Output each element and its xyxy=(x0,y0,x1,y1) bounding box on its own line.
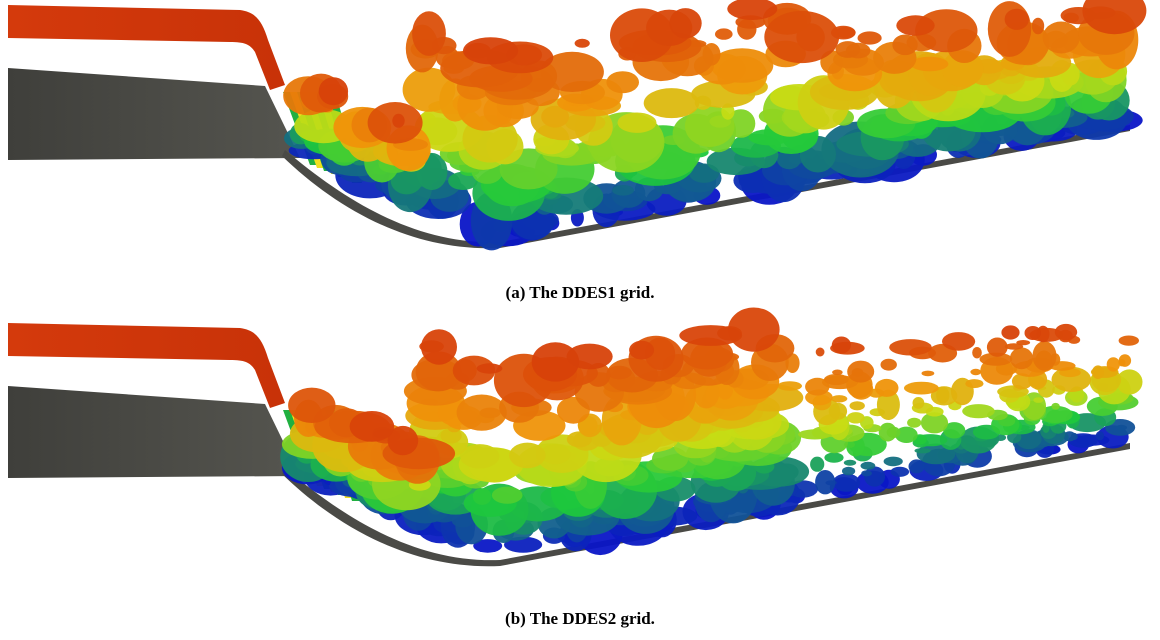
vortex-blob xyxy=(972,347,982,358)
vortex-blob xyxy=(1005,9,1029,30)
vortex-blob xyxy=(824,374,849,385)
vortex-blob xyxy=(1025,326,1042,340)
vortex-blob xyxy=(884,457,903,467)
vortex-blob xyxy=(832,370,843,376)
vortex-blob xyxy=(915,448,931,453)
figure: (a) The DDES1 grid. (b) The DDES2 grid. xyxy=(0,0,1160,640)
vortex-blob xyxy=(575,39,590,48)
vortex-blob xyxy=(492,487,523,504)
vortex-blob xyxy=(922,371,935,377)
vortex-blob xyxy=(1055,324,1077,340)
vortex-blob xyxy=(909,459,925,473)
vortex-blob xyxy=(879,423,897,442)
vortex-blob xyxy=(988,1,1031,57)
vortex-blob xyxy=(831,395,847,402)
vortex-blob xyxy=(881,359,897,371)
vortex-blob xyxy=(831,26,856,40)
vortex-blob xyxy=(842,467,855,476)
vortex-blob xyxy=(473,488,492,505)
vortex-blob xyxy=(1033,397,1043,403)
vortex-blob xyxy=(509,443,545,469)
vortex-blob xyxy=(715,28,733,39)
vortex-blob xyxy=(1010,347,1033,369)
vortex-blob xyxy=(850,401,865,410)
vortex-blob xyxy=(532,342,579,381)
caption: (b) The DDES2 grid. xyxy=(505,609,655,628)
vortex-blob xyxy=(810,457,824,472)
vortex-blob xyxy=(1032,18,1044,35)
vortex-blob xyxy=(669,8,701,38)
vortex-blob xyxy=(612,185,634,196)
vortex-blob xyxy=(861,470,872,476)
vortex-blob xyxy=(606,71,639,93)
vortex-blob xyxy=(1107,357,1120,371)
caption: (a) The DDES1 grid. xyxy=(506,283,655,302)
vortex-blob xyxy=(392,114,404,128)
vortex-blob xyxy=(889,339,932,355)
vortex-blob xyxy=(1119,354,1131,367)
vortex-blob xyxy=(904,382,939,395)
vortex-blob xyxy=(1092,365,1104,379)
vortex-blob xyxy=(965,379,983,388)
vortex-blob xyxy=(861,462,876,470)
vortex-blob xyxy=(618,113,657,133)
vortex-blob xyxy=(836,41,861,58)
vortex-blob xyxy=(480,408,501,419)
vortex-blob xyxy=(1119,336,1139,346)
vortex-blob xyxy=(847,412,865,423)
vortex-blob xyxy=(679,325,742,346)
vortex-blob xyxy=(913,397,925,409)
vortex-blob xyxy=(832,337,851,354)
vortex-blob xyxy=(1001,325,1019,339)
vortex-blob xyxy=(1033,341,1057,371)
vortex-blob xyxy=(463,37,518,64)
vortex-blob xyxy=(607,366,632,379)
vortex-blob xyxy=(421,329,457,364)
panel-b xyxy=(8,308,1143,567)
vortex-blob xyxy=(1043,22,1080,54)
vortex-blob xyxy=(319,77,348,105)
vortex-blob xyxy=(962,404,995,418)
vortex-blob xyxy=(987,338,1008,357)
vortex-blob xyxy=(477,363,503,373)
vortex-blob xyxy=(644,88,700,118)
vortex-blob xyxy=(629,341,654,360)
vortex-blob xyxy=(350,411,395,442)
vortex-blob xyxy=(858,31,882,44)
vortex-blob xyxy=(824,453,843,463)
vortex-blob xyxy=(847,361,874,383)
wall xyxy=(8,386,300,478)
vortex-blob xyxy=(815,470,835,494)
vortex-blob xyxy=(777,381,802,390)
panel-a xyxy=(8,0,1146,250)
vortex-blob xyxy=(907,418,921,428)
vortex-blob xyxy=(764,11,839,63)
vortex-blob xyxy=(875,379,899,397)
vortex-blob xyxy=(896,15,934,35)
vortex-blob xyxy=(1016,340,1030,345)
wall xyxy=(8,68,300,160)
vortex-blob xyxy=(288,388,335,423)
vortex-blob xyxy=(844,460,856,466)
vortex-blob xyxy=(942,332,975,351)
vortex-blob xyxy=(891,467,910,477)
vortex-blob xyxy=(1096,431,1104,440)
vortex-blob xyxy=(970,369,981,375)
vortex-blob xyxy=(816,348,825,357)
vortex-blob xyxy=(1051,403,1059,410)
vortex-blob xyxy=(412,11,446,56)
